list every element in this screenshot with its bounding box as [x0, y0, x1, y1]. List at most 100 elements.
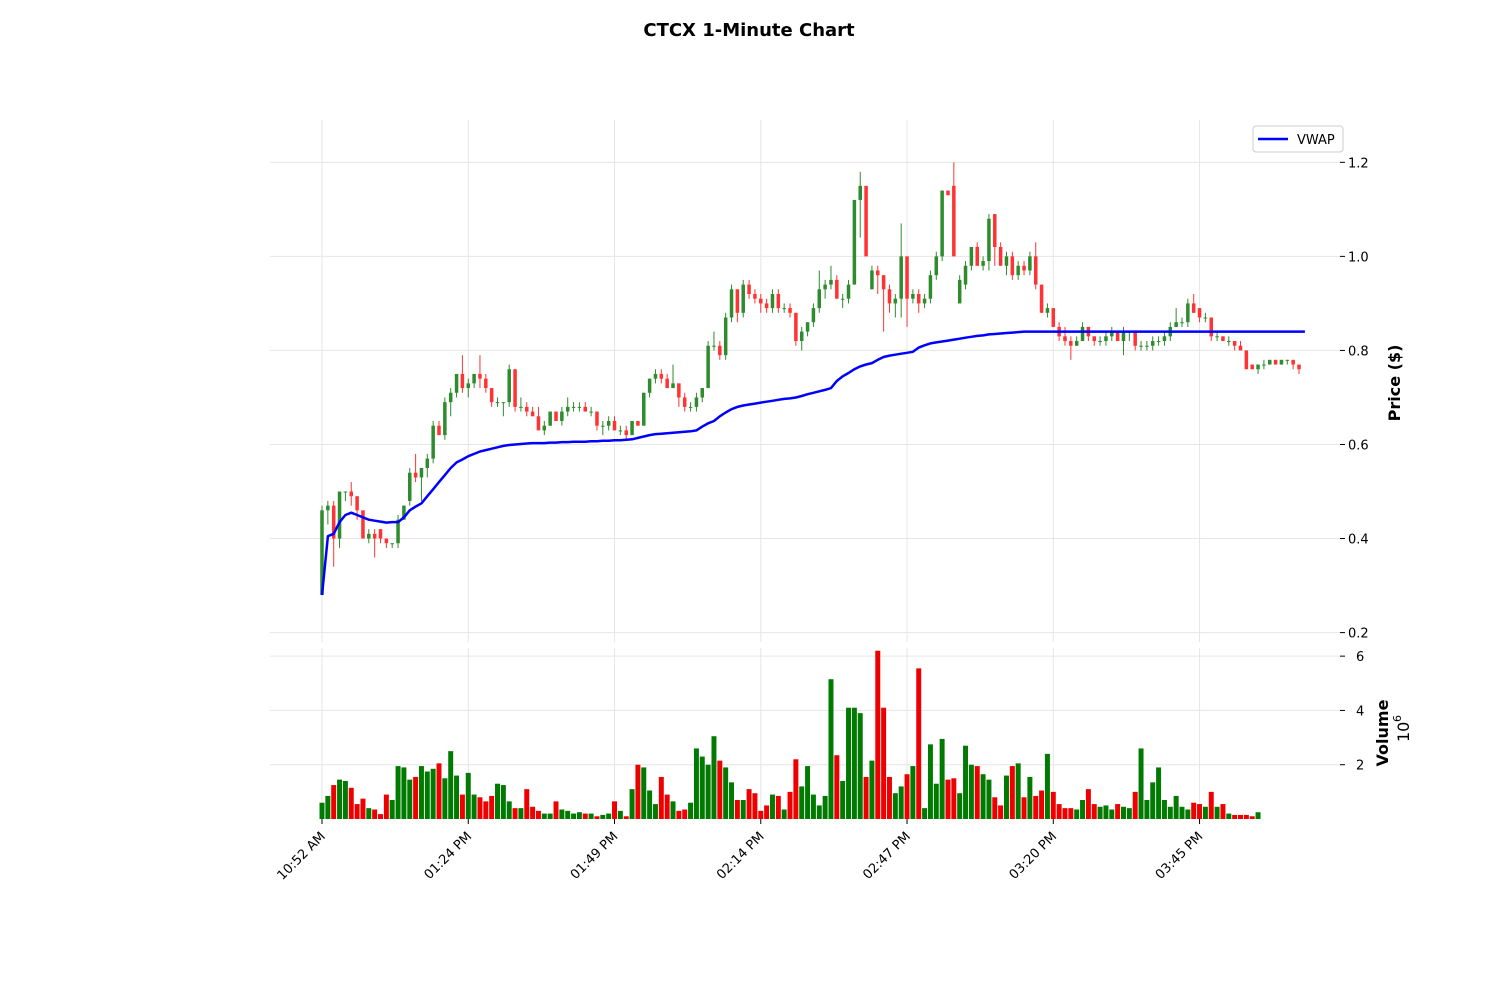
candle-body [876, 270, 880, 276]
candle-body [1279, 359, 1284, 365]
volume-bar [840, 781, 846, 819]
candle-body [688, 406, 693, 408]
volume-bar [1185, 809, 1191, 819]
candle-body [788, 308, 792, 313]
candle-body [764, 303, 769, 309]
volume-bar [1197, 804, 1203, 819]
volume-bar [430, 768, 436, 819]
candle-body [723, 317, 728, 356]
candle-body [355, 496, 359, 511]
candle-body [905, 256, 909, 299]
volume-multiplier-label: 10 6 [1391, 715, 1413, 742]
volume-bar [998, 805, 1004, 819]
candle-body [647, 378, 652, 393]
candle-body [472, 373, 476, 384]
candle-body [1162, 336, 1167, 342]
candle-body [589, 411, 593, 413]
volume-bar [729, 782, 735, 819]
candle-body [794, 312, 798, 342]
candle-body [916, 294, 921, 304]
candle-body [987, 218, 991, 262]
volume-bar [1238, 814, 1243, 819]
candle-body [706, 345, 710, 389]
volume-bar [506, 801, 512, 819]
volume-bar [635, 764, 641, 819]
volume-bar [658, 776, 664, 819]
volume-bar [1150, 782, 1156, 819]
volume-bar [717, 760, 723, 819]
candle-body [1285, 359, 1290, 361]
candle-body [811, 308, 816, 323]
volume-bar [354, 804, 360, 819]
volume-bar [664, 794, 670, 819]
candle-body [1174, 322, 1178, 327]
volume-bar [846, 707, 852, 819]
candle-body [419, 468, 424, 478]
volume-bar [916, 668, 922, 819]
candle-body [665, 378, 669, 389]
volume-bar [693, 748, 699, 819]
candle-body [454, 373, 459, 393]
volume-bar [670, 801, 676, 819]
candle-body [571, 406, 576, 408]
volume-multiplier-base: 10 [1394, 722, 1413, 742]
candle-body [413, 472, 418, 478]
volume-bar [389, 800, 395, 819]
candle-body [384, 538, 389, 544]
vwap-line [320, 330, 1305, 596]
candle-body [630, 420, 634, 436]
volume-bar [886, 776, 892, 819]
volume-multiplier-exponent: 6 [1391, 715, 1404, 722]
volume-bar [734, 800, 740, 819]
volume-bar [565, 810, 571, 819]
volume-bar [933, 783, 939, 819]
volume-bar [1232, 814, 1238, 819]
volume-bar [775, 795, 781, 819]
volume-bar [863, 776, 869, 819]
volume-bar [869, 760, 875, 819]
candle-body [431, 425, 435, 459]
candle-body [952, 185, 956, 257]
volume-bar [623, 816, 629, 819]
volume-bar [898, 786, 904, 819]
volume-bar [1050, 791, 1056, 819]
volume-bar [910, 766, 916, 819]
candle-body [1133, 331, 1137, 346]
candle-body [642, 392, 646, 426]
volume-bar [980, 774, 986, 819]
volume-bar [939, 738, 945, 819]
candle-body [343, 491, 348, 493]
volume-bar [1255, 812, 1261, 819]
volume-bar [442, 778, 448, 819]
volume-bar [1056, 804, 1062, 819]
candle-body [367, 533, 371, 539]
volume-bar [676, 810, 682, 819]
candle-body [1209, 317, 1214, 337]
volume-bar [1214, 806, 1220, 819]
candle-body [1291, 359, 1295, 365]
candle-body [712, 345, 716, 347]
volume-bar [576, 812, 582, 819]
volume-bar [1191, 802, 1197, 819]
candle-body [1180, 322, 1184, 324]
candle-body [1110, 331, 1114, 337]
candle-body [659, 373, 664, 379]
volume-bar [459, 794, 465, 819]
volume-bar [764, 805, 770, 819]
vwap-series [320, 330, 1305, 596]
candle-body [770, 294, 775, 309]
volume-bar [524, 789, 530, 819]
volume-bar [541, 813, 547, 819]
price-tick-label: 1.2 [1348, 156, 1369, 171]
candle-body [407, 472, 412, 501]
candle-body [536, 416, 541, 431]
volume-bar [904, 774, 910, 819]
candle-body [677, 383, 681, 398]
volume-bar [816, 805, 822, 819]
volume-bar [1085, 789, 1091, 819]
volume-bar [1115, 804, 1121, 819]
candle-body [1191, 303, 1196, 313]
price-tick-label: 1.0 [1348, 250, 1369, 265]
volume-bar [799, 786, 805, 819]
